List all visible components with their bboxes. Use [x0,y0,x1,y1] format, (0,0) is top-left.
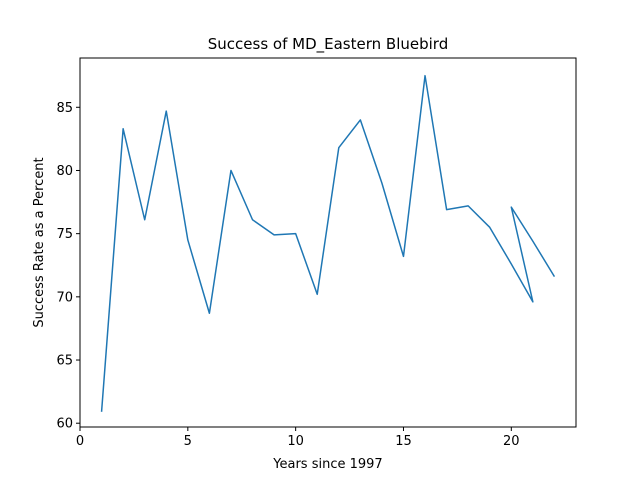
x-axis: 0 5 10 15 20 [76,427,520,449]
y-tick-label: 60 [56,417,73,432]
x-tick-label: 15 [395,434,412,449]
x-axis-label: Years since 1997 [272,457,382,472]
y-tick-label: 80 [56,164,73,179]
plot-area [80,58,576,427]
plot-frame [79,57,577,428]
y-tick-label: 75 [56,227,73,242]
series-layer [100,74,556,412]
x-tick-label: 10 [287,434,304,449]
chart-title: Success of MD_Eastern Bluebird [208,35,448,54]
y-axis-label: Success Rate as a Percent [32,157,47,327]
series-line-0 [100,74,556,412]
y-axis: 60 65 70 75 80 85 [56,101,80,432]
y-tick-label: 85 [56,101,73,116]
y-tick-label: 70 [56,290,73,305]
x-tick-label: 5 [184,434,192,449]
x-tick-label: 20 [503,434,520,449]
x-tick-label: 0 [76,434,84,449]
y-tick-label: 65 [56,354,73,369]
